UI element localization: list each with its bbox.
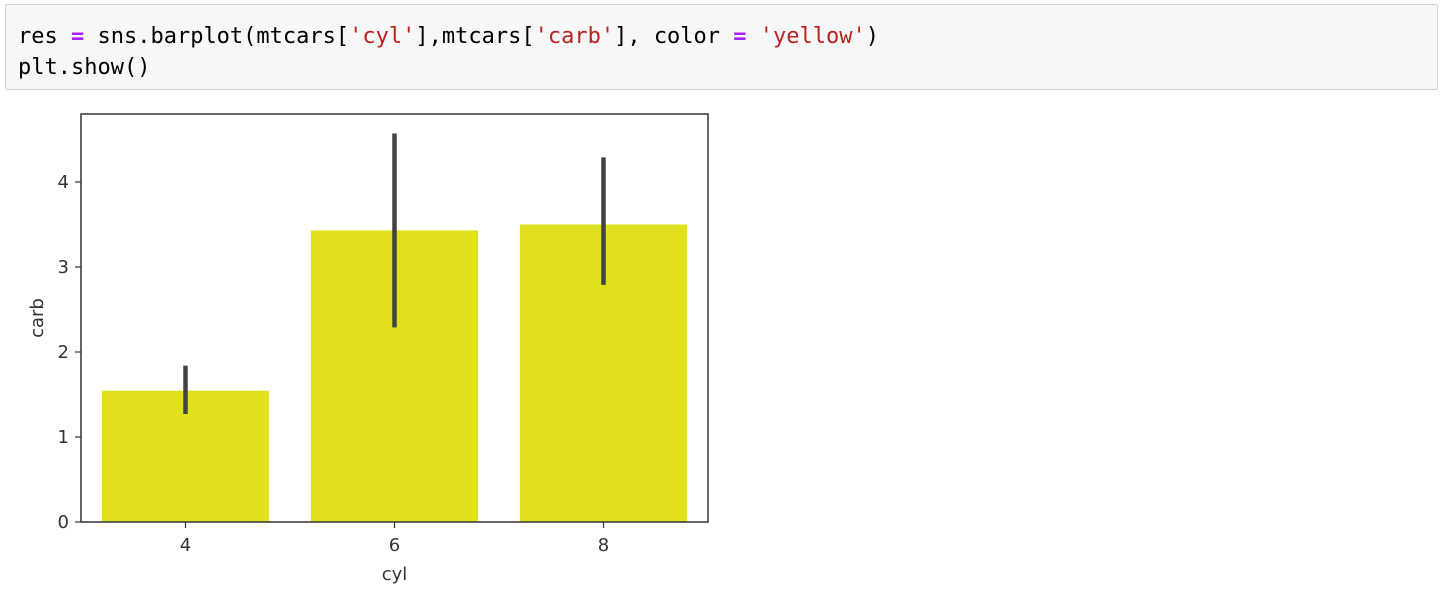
code-token: ) bbox=[865, 24, 880, 49]
x-tick-label: 4 bbox=[180, 535, 191, 556]
code-token: ], color bbox=[614, 24, 734, 49]
cell-output: 0 1 2 3 4 4 6 8 cyl carb bbox=[0, 92, 1448, 594]
x-tick-label: 6 bbox=[389, 535, 400, 556]
y-tick-label: 1 bbox=[58, 427, 69, 448]
x-axis-label: cyl bbox=[382, 564, 408, 585]
code-token bbox=[747, 24, 760, 49]
x-tick-label: 8 bbox=[598, 535, 609, 556]
code-token: sns.barplot(mtcars[ bbox=[84, 24, 350, 49]
code-cell[interactable]: res = sns.barplot(mtcars['cyl'],mtcars['… bbox=[5, 4, 1438, 90]
code-token: ],mtcars[ bbox=[415, 24, 535, 49]
x-axis-ticks: 4 6 8 bbox=[180, 522, 609, 556]
y-tick-label: 0 bbox=[58, 512, 69, 533]
code-token-string: 'cyl' bbox=[349, 24, 416, 49]
code-token: res bbox=[18, 24, 71, 49]
code-editor[interactable]: res = sns.barplot(mtcars['cyl'],mtcars['… bbox=[18, 21, 879, 83]
code-token-string: 'yellow' bbox=[759, 24, 866, 49]
code-token-operator: = bbox=[70, 24, 85, 49]
code-line-2: plt.show() bbox=[18, 55, 151, 80]
y-axis-ticks: 0 1 2 3 4 bbox=[58, 172, 81, 533]
error-bars bbox=[183, 133, 606, 415]
y-tick-label: 2 bbox=[58, 342, 69, 363]
bar-chart: 0 1 2 3 4 4 6 8 cyl carb bbox=[27, 113, 709, 585]
y-tick-label: 3 bbox=[58, 257, 69, 278]
y-axis-label: carb bbox=[27, 298, 48, 338]
y-tick-label: 4 bbox=[58, 172, 69, 193]
code-token-string: 'carb' bbox=[534, 24, 615, 49]
code-line-1: res = sns.barplot(mtcars['cyl'],mtcars['… bbox=[18, 21, 879, 52]
code-token-operator: = bbox=[733, 24, 747, 49]
